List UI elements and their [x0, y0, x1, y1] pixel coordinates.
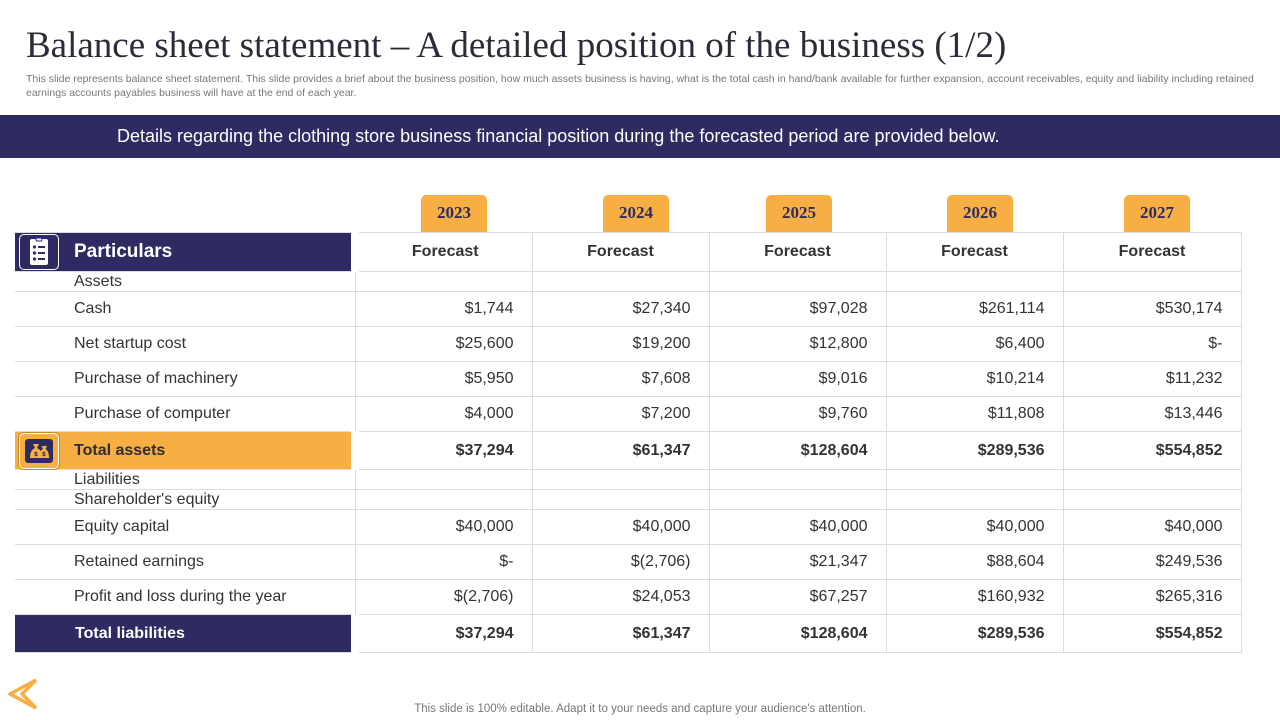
cell-value: $261,114	[885, 291, 1064, 327]
checklist-icon	[19, 234, 59, 270]
cell-value: $67,257	[708, 579, 887, 615]
table-row-profit-loss: Profit and loss during the year $(2,706)…	[15, 579, 1242, 615]
cell-value: $(2,706)	[531, 544, 710, 580]
cell-value: $-	[354, 544, 533, 580]
cell-value: $4,000	[354, 396, 533, 432]
row-label: Retained earnings	[15, 544, 356, 580]
year-tab-2023: 2023	[421, 195, 487, 233]
section-label: Shareholder's equity	[15, 489, 356, 510]
row-label: Profit and loss during the year	[15, 579, 356, 615]
table-row-total-assets: $ $ Total assets $37,294 $61,347 $128,60…	[15, 431, 1242, 470]
table-row-retained-earnings: Retained earnings $- $(2,706) $21,347 $8…	[15, 544, 1242, 580]
row-label: Purchase of computer	[15, 396, 356, 432]
forecast-header: Forecast	[1062, 232, 1242, 272]
cell-value: $5,950	[354, 361, 533, 397]
cell-value: $249,536	[1062, 544, 1242, 580]
cell-value: $40,000	[708, 509, 887, 545]
cell-value: $289,536	[885, 614, 1064, 653]
year-tab-2025: 2025	[766, 195, 832, 233]
cell-value: $530,174	[1062, 291, 1242, 327]
cell-value: $97,028	[708, 291, 887, 327]
particulars-label: Particulars	[74, 241, 173, 262]
banner-text: Details regarding the clothing store bus…	[117, 126, 1000, 146]
year-tab-2027: 2027	[1124, 195, 1190, 233]
money-bag-icon: $ $	[19, 433, 59, 469]
cell-value: $9,760	[708, 396, 887, 432]
row-label: Cash	[15, 291, 356, 327]
cell-value: $88,604	[885, 544, 1064, 580]
cell-value: $21,347	[708, 544, 887, 580]
section-label: Assets	[15, 271, 356, 292]
table-row-total-liabilities: Total liabilities $37,294 $61,347 $128,6…	[15, 614, 1242, 653]
balance-sheet-table: Particulars Forecast Forecast Forecast F…	[15, 232, 1242, 653]
cell-value: $40,000	[354, 509, 533, 545]
row-label: Equity capital	[15, 509, 356, 545]
year-tab-2024: 2024	[603, 195, 669, 233]
table-row-equity-capital: Equity capital $40,000 $40,000 $40,000 $…	[15, 509, 1242, 545]
cell-value: $37,294	[354, 614, 533, 653]
cell-value: $(2,706)	[354, 579, 533, 615]
table-row-purchase-machinery: Purchase of machinery $5,950 $7,608 $9,0…	[15, 361, 1242, 397]
total-assets-label-cell: $ $ Total assets	[15, 431, 359, 470]
cell-value: $1,744	[354, 291, 533, 327]
back-arrow-icon[interactable]	[6, 676, 40, 712]
cell-value: $9,016	[708, 361, 887, 397]
row-label: Purchase of machinery	[15, 361, 356, 397]
cell-value: $61,347	[531, 614, 710, 653]
forecast-header: Forecast	[885, 232, 1064, 272]
cell-value: $25,600	[354, 326, 533, 362]
cell-value: $554,852	[1062, 431, 1242, 470]
section-label: Liabilities	[15, 469, 356, 490]
row-label: Total liabilities	[15, 614, 359, 653]
cell-value: $24,053	[531, 579, 710, 615]
cell-value: $554,852	[1062, 614, 1242, 653]
cell-value: $7,200	[531, 396, 710, 432]
cell-value: $37,294	[354, 431, 533, 470]
cell-value: $128,604	[708, 431, 887, 470]
slide-title: Balance sheet statement – A detailed pos…	[26, 25, 1007, 66]
info-banner: Details regarding the clothing store bus…	[0, 115, 1280, 158]
slide-description: This slide represents balance sheet stat…	[26, 73, 1254, 99]
cell-value: $40,000	[885, 509, 1064, 545]
cell-value: $11,808	[885, 396, 1064, 432]
cell-value: $40,000	[531, 509, 710, 545]
section-row-equity: Shareholder's equity	[15, 489, 1242, 510]
cell-value: $13,446	[1062, 396, 1242, 432]
cell-value: $10,214	[885, 361, 1064, 397]
cell-value: $61,347	[531, 431, 710, 470]
footer-note: This slide is 100% editable. Adapt it to…	[414, 703, 866, 715]
cell-value: $19,200	[531, 326, 710, 362]
table-row-net-startup-cost: Net startup cost $25,600 $19,200 $12,800…	[15, 326, 1242, 362]
cell-value: $289,536	[885, 431, 1064, 470]
cell-value: $40,000	[1062, 509, 1242, 545]
year-tab-2026: 2026	[947, 195, 1013, 233]
cell-value: $128,604	[708, 614, 887, 653]
forecast-header: Forecast	[354, 232, 533, 272]
cell-value: $160,932	[885, 579, 1064, 615]
cell-value: $7,608	[531, 361, 710, 397]
row-label: Total assets	[74, 441, 166, 459]
section-row-assets: Assets	[15, 271, 1242, 292]
cell-value: $27,340	[531, 291, 710, 327]
forecast-header: Forecast	[708, 232, 887, 272]
cell-value: $265,316	[1062, 579, 1242, 615]
svg-text:$: $	[34, 451, 38, 458]
cell-value: $11,232	[1062, 361, 1242, 397]
table-row-purchase-computer: Purchase of computer $4,000 $7,200 $9,76…	[15, 396, 1242, 432]
particulars-header: Particulars	[15, 232, 359, 272]
svg-text:$: $	[42, 451, 46, 458]
cell-value: $6,400	[885, 326, 1064, 362]
forecast-header: Forecast	[531, 232, 710, 272]
table-header-row: Particulars Forecast Forecast Forecast F…	[15, 232, 1242, 272]
cell-value: $-	[1062, 326, 1242, 362]
cell-value: $12,800	[708, 326, 887, 362]
row-label: Net startup cost	[15, 326, 356, 362]
section-row-liabilities: Liabilities	[15, 469, 1242, 490]
table-row-cash: Cash $1,744 $27,340 $97,028 $261,114 $53…	[15, 291, 1242, 327]
